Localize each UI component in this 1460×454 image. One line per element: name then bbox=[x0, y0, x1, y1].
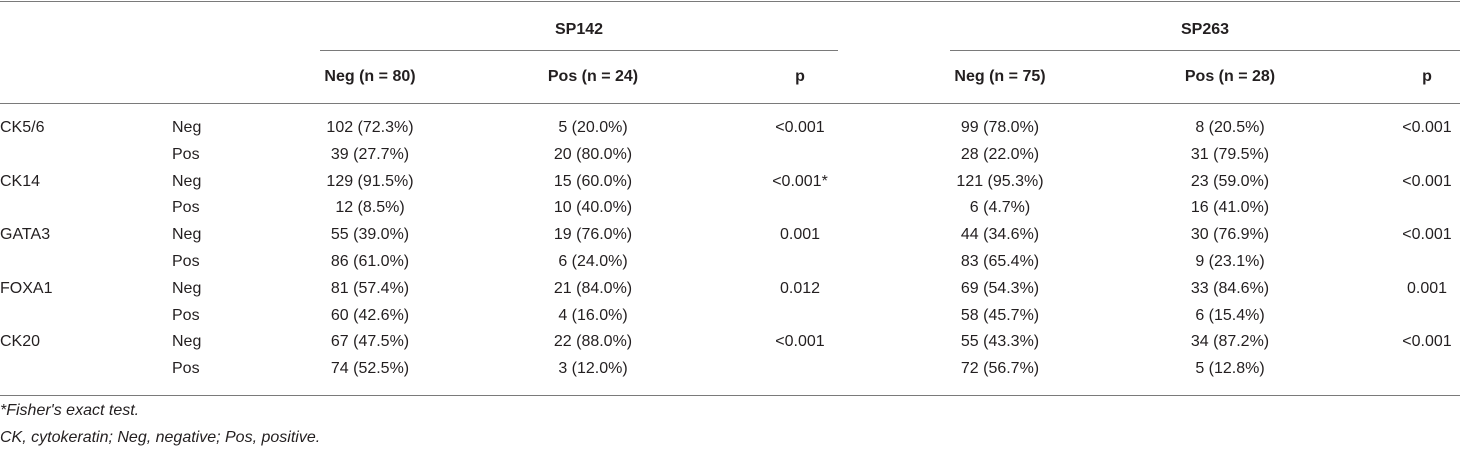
group-rule bbox=[950, 50, 1460, 51]
cell: 129 (91.5%) bbox=[326, 172, 414, 190]
cell: 16 (41.0%) bbox=[1190, 199, 1270, 217]
cell: 60 (42.6%) bbox=[330, 306, 410, 324]
cell: 33 (84.6%) bbox=[1190, 279, 1270, 297]
cell: 12 (8.5%) bbox=[335, 199, 405, 217]
row-marker: CK20 bbox=[0, 333, 41, 351]
column-header: Pos (n = 28) bbox=[1184, 68, 1276, 85]
cell: 58 (45.7%) bbox=[960, 306, 1040, 324]
footnote: *Fisher's exact test. bbox=[0, 402, 140, 419]
footnote: CK, cytokeratin; Neg, negative; Pos, pos… bbox=[0, 429, 321, 446]
row-level: Pos bbox=[172, 306, 200, 324]
cell: 39 (27.7%) bbox=[330, 145, 410, 163]
row-level: Pos bbox=[172, 253, 200, 270]
cell: <0.001 bbox=[775, 333, 825, 351]
cell: 0.001 bbox=[1406, 279, 1448, 297]
row-marker: GATA3 bbox=[0, 226, 51, 244]
group-header: SP142 bbox=[554, 21, 604, 38]
cell: 6 (4.7%) bbox=[969, 199, 1031, 217]
cell: <0.001 bbox=[775, 119, 825, 136]
row-level: Neg bbox=[172, 119, 202, 136]
cell: <0.001* bbox=[772, 172, 828, 190]
column-header: Pos (n = 24) bbox=[547, 68, 639, 85]
cell: 44 (34.6%) bbox=[960, 226, 1040, 244]
cell: 22 (88.0%) bbox=[553, 333, 633, 351]
cell: 0.012 bbox=[779, 279, 821, 297]
cell: 21 (84.0%) bbox=[553, 279, 633, 297]
cell: 9 (23.1%) bbox=[1195, 253, 1265, 270]
cell: 86 (61.0%) bbox=[330, 253, 410, 270]
column-header: Neg (n = 75) bbox=[954, 68, 1046, 85]
cell: 6 (24.0%) bbox=[558, 253, 628, 270]
header-rule bbox=[0, 103, 1460, 104]
cell: 10 (40.0%) bbox=[553, 199, 633, 217]
cell: 6 (15.4%) bbox=[1195, 306, 1265, 324]
column-header: p bbox=[795, 68, 805, 85]
cell: 0.001 bbox=[779, 226, 821, 244]
cell: 20 (80.0%) bbox=[553, 145, 633, 163]
column-header: Neg (n = 80) bbox=[324, 68, 416, 85]
cell: <0.001 bbox=[1402, 226, 1452, 244]
cell: 69 (54.3%) bbox=[960, 279, 1040, 297]
row-level: Neg bbox=[172, 333, 202, 351]
cell: 81 (57.4%) bbox=[330, 279, 410, 297]
cell: 72 (56.7%) bbox=[960, 360, 1040, 378]
row-marker: CK5/6 bbox=[0, 119, 45, 136]
cell: 102 (72.3%) bbox=[326, 119, 414, 136]
row-marker: CK14 bbox=[0, 172, 41, 190]
cell: 74 (52.5%) bbox=[330, 360, 410, 378]
cell: 30 (76.9%) bbox=[1190, 226, 1270, 244]
row-level: Neg bbox=[172, 172, 202, 190]
cell: 3 (12.0%) bbox=[558, 360, 628, 378]
cell: 8 (20.5%) bbox=[1195, 119, 1265, 136]
cell: 34 (87.2%) bbox=[1190, 333, 1270, 351]
cell: 99 (78.0%) bbox=[960, 119, 1040, 136]
group-header: SP263 bbox=[1180, 21, 1230, 38]
cell: <0.001 bbox=[1402, 333, 1452, 351]
column-header: p bbox=[1422, 68, 1432, 85]
cell: 121 (95.3%) bbox=[956, 172, 1044, 190]
cell: 19 (76.0%) bbox=[553, 226, 633, 244]
cell: <0.001 bbox=[1402, 119, 1452, 136]
row-level: Pos bbox=[172, 360, 200, 378]
cell: 28 (22.0%) bbox=[960, 145, 1040, 163]
row-level: Pos bbox=[172, 199, 200, 217]
cell: 5 (20.0%) bbox=[558, 119, 628, 136]
cell: 23 (59.0%) bbox=[1190, 172, 1270, 190]
cell: 67 (47.5%) bbox=[330, 333, 410, 351]
cell: 83 (65.4%) bbox=[960, 253, 1040, 270]
cell: <0.001 bbox=[1402, 172, 1452, 190]
row-level: Pos bbox=[172, 145, 200, 163]
cell: 4 (16.0%) bbox=[558, 306, 628, 324]
row-marker: FOXA1 bbox=[0, 279, 53, 297]
group-rule bbox=[320, 50, 838, 51]
cell: 55 (43.3%) bbox=[960, 333, 1040, 351]
cell: 55 (39.0%) bbox=[330, 226, 410, 244]
cell: 15 (60.0%) bbox=[553, 172, 633, 190]
bottom-rule bbox=[0, 395, 1460, 396]
top-rule bbox=[0, 1, 1460, 2]
row-level: Neg bbox=[172, 226, 202, 244]
row-level: Neg bbox=[172, 279, 202, 297]
cell: 31 (79.5%) bbox=[1190, 145, 1270, 163]
cell: 5 (12.8%) bbox=[1195, 360, 1265, 378]
